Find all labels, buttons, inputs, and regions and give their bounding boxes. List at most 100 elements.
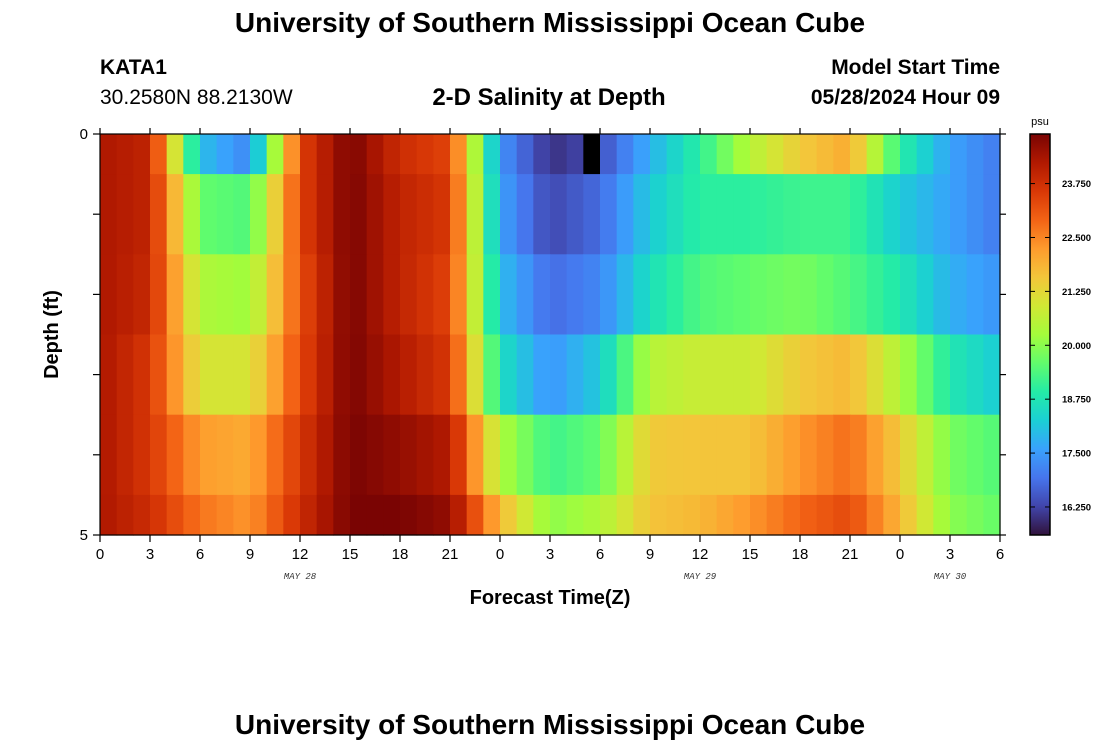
- heatmap-cell: [716, 494, 734, 536]
- heatmap-cell: [650, 174, 668, 255]
- heatmap-cell: [416, 174, 434, 255]
- heatmap-cell: [750, 174, 768, 255]
- heatmap-cell: [383, 174, 401, 255]
- heatmap-cell: [233, 134, 251, 175]
- heatmap-cell: [116, 334, 134, 416]
- x-tick-label: 3: [146, 546, 154, 563]
- heatmap-cell: [816, 134, 834, 175]
- heatmap-cell: [350, 174, 368, 255]
- model-start-label: Model Start Time: [831, 56, 1000, 79]
- heatmap-cell: [433, 174, 451, 255]
- heatmap-cell: [350, 494, 368, 536]
- plot-title: 2-D Salinity at Depth: [432, 84, 666, 111]
- heatmap-cell: [100, 494, 118, 536]
- heatmap-cell: [200, 254, 218, 336]
- heatmap-cell: [133, 174, 151, 255]
- heatmap-cell: [183, 414, 201, 496]
- heatmap-cell: [816, 414, 834, 496]
- heatmap-cell: [533, 254, 551, 336]
- heatmap-cell: [250, 334, 268, 416]
- heatmap-cell: [550, 134, 568, 175]
- heatmap-cell: [783, 334, 801, 416]
- heatmap-cell: [483, 134, 501, 175]
- heatmap-cell: [683, 494, 701, 536]
- heatmap-cell: [400, 414, 418, 496]
- heatmap-cell: [416, 254, 434, 336]
- heatmap-cell: [316, 414, 334, 496]
- colorbar-tick-label: 21.250: [1062, 287, 1091, 298]
- heatmap-cell: [416, 494, 434, 536]
- x-tick-label: 6: [596, 546, 604, 563]
- heatmap-cell: [216, 254, 234, 336]
- heatmap-cell: [850, 494, 868, 536]
- heatmap-cell: [616, 174, 634, 255]
- heatmap-cell: [833, 254, 851, 336]
- heatmap-cell: [883, 334, 901, 416]
- heatmap-cell: [150, 334, 168, 416]
- heatmap-cell: [983, 414, 1001, 496]
- heatmap-cell: [983, 254, 1001, 336]
- heatmap-cell: [200, 494, 218, 536]
- heatmap-cell: [916, 254, 934, 336]
- heatmap-cell: [850, 254, 868, 336]
- heatmap-cell: [583, 414, 601, 496]
- heatmap-cell: [766, 254, 784, 336]
- x-tick-label: 15: [742, 546, 759, 563]
- heatmap-cell: [633, 414, 651, 496]
- heatmap-cell: [400, 334, 418, 416]
- heatmap-cell: [333, 174, 351, 255]
- colorbar-tick-label: 22.500: [1062, 233, 1091, 244]
- heatmap-cell: [500, 134, 518, 175]
- page-title: University of Southern Mississippi Ocean…: [234, 7, 866, 38]
- heatmap-cell: [300, 134, 318, 175]
- heatmap-cell: [266, 174, 284, 255]
- heatmap-cell: [166, 254, 184, 336]
- heatmap-cell: [766, 134, 784, 175]
- heatmap-cell: [133, 414, 151, 496]
- heatmap-cell: [333, 414, 351, 496]
- heatmap-cell: [666, 334, 684, 416]
- heatmap-cell: [783, 414, 801, 496]
- heatmap-cell: [150, 134, 168, 175]
- heatmap-cell: [166, 174, 184, 255]
- colorbar-unit: psu: [1031, 116, 1049, 128]
- heatmap-cell: [900, 414, 918, 496]
- heatmap-cell: [433, 134, 451, 175]
- heatmap-cell: [633, 254, 651, 336]
- heatmap-cell: [600, 414, 618, 496]
- heatmap-cell: [566, 334, 584, 416]
- heatmap-cell: [483, 174, 501, 255]
- x-tick-label: 3: [946, 546, 954, 563]
- heatmap-cell: [983, 334, 1001, 416]
- heatmap-cell: [916, 134, 934, 175]
- heatmap-cell: [166, 134, 184, 175]
- heatmap-cell: [500, 174, 518, 255]
- heatmap-cell: [283, 254, 301, 336]
- heatmap-cell: [300, 334, 318, 416]
- model-start-value: 05/28/2024 Hour 09: [810, 86, 1000, 109]
- heatmap-cell: [516, 254, 534, 336]
- heatmap-cell: [366, 134, 384, 175]
- x-tick-label: 18: [792, 546, 809, 563]
- heatmap-cell: [900, 134, 918, 175]
- heatmap-cell: [116, 174, 134, 255]
- x-tick-label: 9: [646, 546, 654, 563]
- heatmap-cell: [266, 254, 284, 336]
- heatmap-cell: [616, 334, 634, 416]
- heatmap-cell: [550, 334, 568, 416]
- heatmap-cell: [166, 414, 184, 496]
- heatmap-cell: [183, 174, 201, 255]
- heatmap-cell: [516, 174, 534, 255]
- heatmap-cell: [383, 414, 401, 496]
- heatmap-cell: [483, 254, 501, 336]
- heatmap-cell: [683, 134, 701, 175]
- heatmap-cell: [666, 254, 684, 336]
- date-label: MAY 30: [934, 572, 967, 582]
- heatmap-cell: [450, 414, 468, 496]
- heatmap-cell: [650, 134, 668, 175]
- heatmap-cell: [850, 174, 868, 255]
- heatmap-cell: [233, 334, 251, 416]
- heatmap-cell: [366, 174, 384, 255]
- heatmap-cell: [883, 254, 901, 336]
- heatmap-cell: [616, 494, 634, 536]
